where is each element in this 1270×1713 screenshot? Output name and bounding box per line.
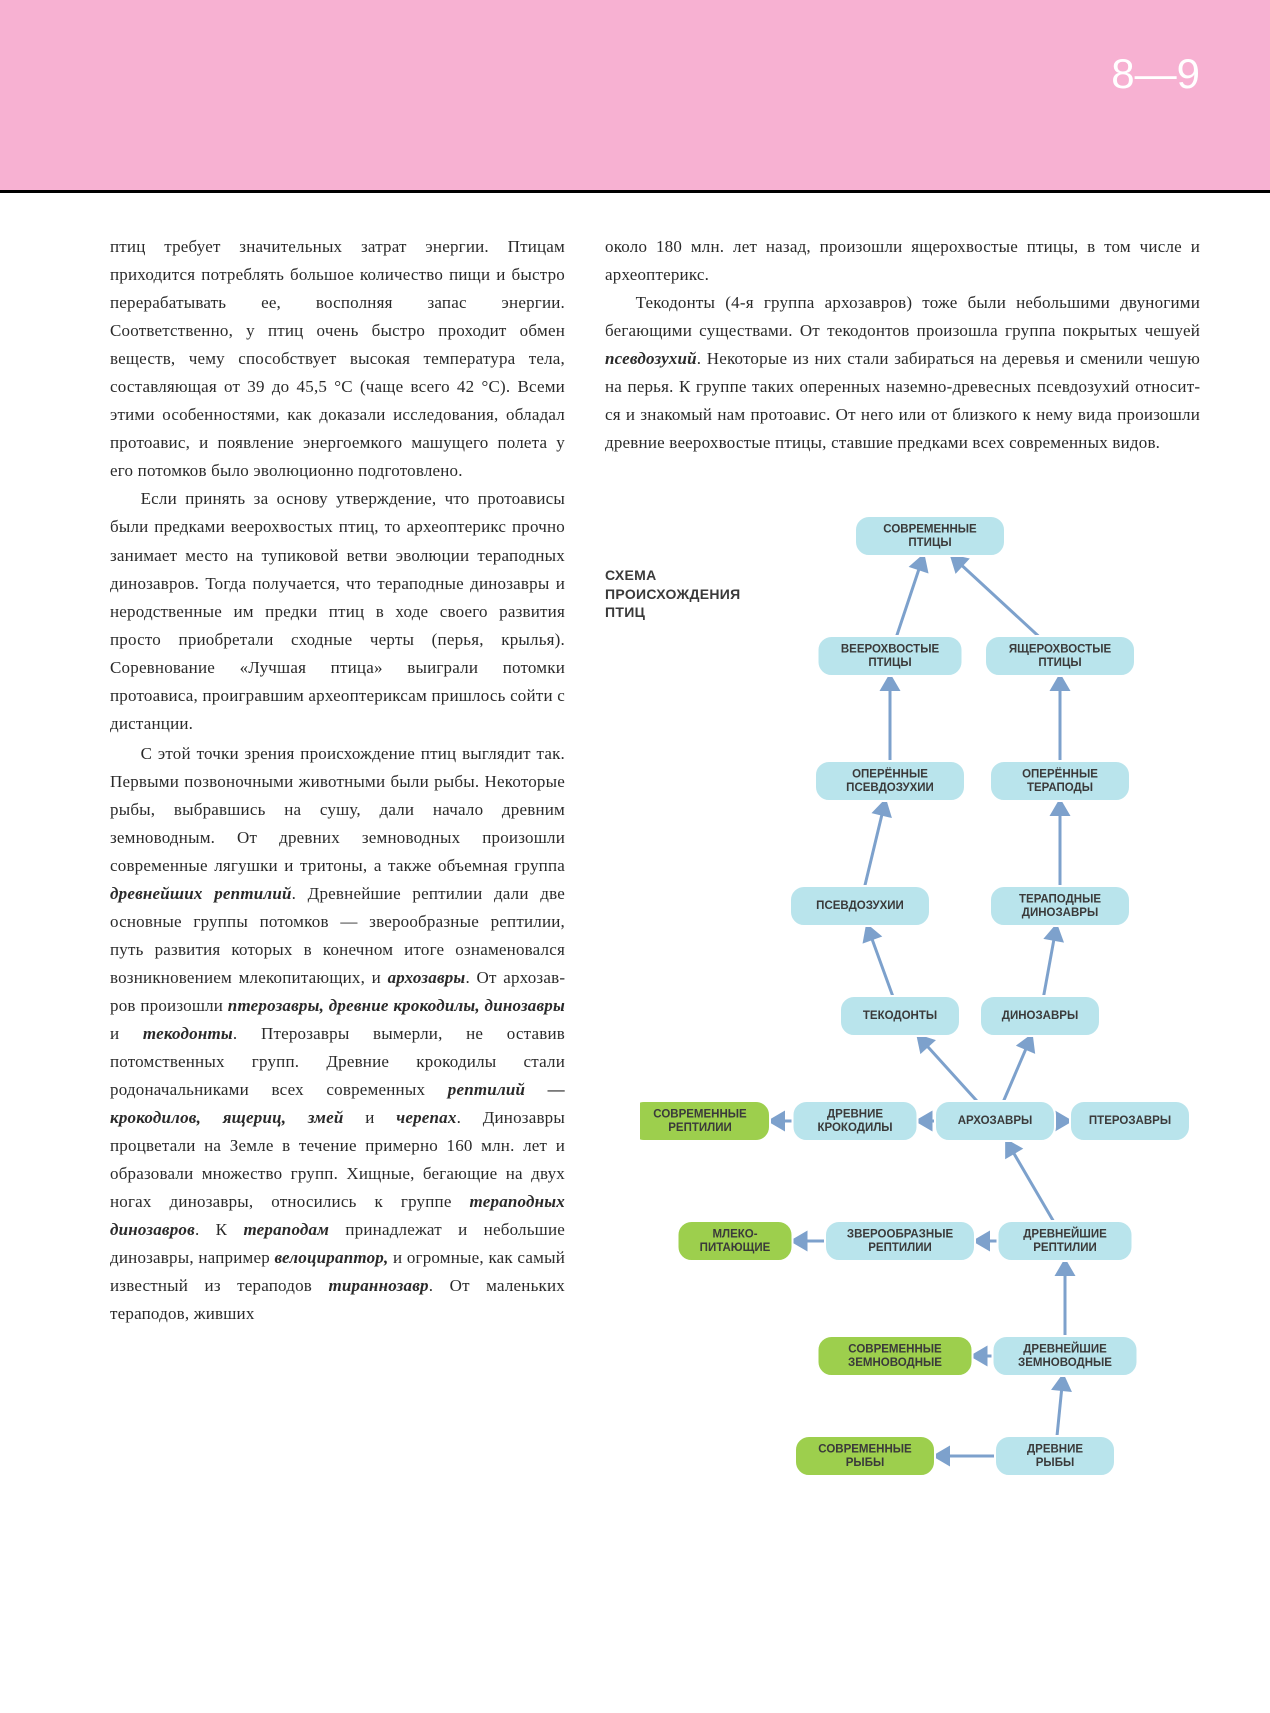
left-p1: птиц требует значительных затрат энергии… [110,233,565,485]
content-area: птиц требует значительных затрат энергии… [0,193,1270,1521]
svg-text:ЯЩЕРОХВОСТЫЕ: ЯЩЕРОХВОСТЫЕ [1009,644,1112,656]
svg-text:РЕПТИЛИИ: РЕПТИЛИИ [1033,1242,1097,1254]
svg-text:ТЕРАПОДНЫЕ: ТЕРАПОДНЫЕ [1019,894,1101,906]
svg-text:ПТЕРОЗАВРЫ: ПТЕРОЗАВРЫ [1089,1115,1171,1127]
diagram-node-mammals: МЛЕКО-ПИТАЮЩИЕ [678,1221,793,1261]
diagram-title: СХЕМА ПРОИСХОЖДЕНИЯ ПТИЦ [605,566,755,621]
diagram-node-old_crocs: ДРЕВНИЕКРОКОДИЛЫ [793,1101,918,1141]
left-p2: Если принять за основу утверждение, что … [110,485,565,737]
diagram-node-dinosaurs: ДИНОЗАВРЫ [980,996,1100,1036]
diagram-edge [952,556,1039,636]
diagram-node-fan_birds: ВЕЕРОХВОСТЫЕПТИЦЫ [818,636,963,676]
phylogeny-diagram: СОВРЕМЕННЫЕПТИЦЫВЕЕРОХВОСТЫЕПТИЦЫЯЩЕРОХВ… [640,481,1200,1491]
diagram-edge [918,1036,977,1101]
svg-text:СОВРЕМЕННЫЕ: СОВРЕМЕННЫЕ [818,1444,912,1456]
svg-text:ПИТАЮЩИЕ: ПИТАЮЩИЕ [700,1242,771,1254]
diagram-node-pseudosuchia: ПСЕВДОЗУХИИ [790,886,930,926]
svg-text:ПТИЦЫ: ПТИЦЫ [1038,657,1081,669]
svg-text:ДИНОЗАВРЫ: ДИНОЗАВРЫ [1022,907,1098,919]
svg-text:ОПЕРЁННЫЕ: ОПЕРЁННЫЕ [852,768,928,781]
svg-text:ТЕКОДОНТЫ: ТЕКОДОНТЫ [863,1010,937,1022]
diagram: СХЕМА ПРОИСХОЖДЕНИЯ ПТИЦ СОВРЕМЕННЫЕПТИЦ… [605,481,1200,1491]
diagram-node-lizard_birds: ЯЩЕРОХВОСТЫЕПТИЦЫ [985,636,1135,676]
page-header: 8—9 [0,0,1270,190]
svg-text:ДРЕВНЕЙШИЕ: ДРЕВНЕЙШИЕ [1023,1343,1107,1356]
diagram-edge [1004,1036,1032,1101]
diagram-node-tecodonts: ТЕКОДОНТЫ [840,996,960,1036]
diagram-node-modern_birds: СОВРЕМЕННЫЕПТИЦЫ [855,516,1005,556]
diagram-node-modern_fish: СОВРЕМЕННЫЕРЫБЫ [795,1436,935,1476]
svg-text:ПСЕВДОЗУХИИ: ПСЕВДОЗУХИИ [846,782,934,794]
svg-text:ДРЕВНЕЙШИЕ: ДРЕВНЕЙШИЕ [1023,1228,1107,1241]
svg-text:ЗЕМНОВОДНЫЕ: ЗЕМНОВОДНЫЕ [1018,1357,1112,1369]
diagram-node-beast_reptiles: ЗВЕРООБРАЗНЫЕРЕПТИЛИИ [825,1221,975,1261]
svg-text:СОВРЕМЕННЫЕ: СОВРЕМЕННЫЕ [653,1109,747,1121]
svg-text:РЕПТИЛИИ: РЕПТИЛИИ [668,1122,732,1134]
diagram-edge [1007,1141,1054,1221]
svg-text:СОВРЕМЕННЫЕ: СОВРЕМЕННЫЕ [848,1344,942,1356]
diagram-node-feath_pseudo: ОПЕРЁННЫЕПСЕВДОЗУХИИ [815,761,965,801]
diagram-edge [865,801,885,886]
svg-text:СОВРЕМЕННЫЕ: СОВРЕМЕННЫЕ [883,524,977,536]
right-p2: Текодонты (4-я группа архозавров) тоже б… [605,289,1200,457]
svg-text:ВЕЕРОХВОСТЫЕ: ВЕЕРОХВОСТЫЕ [841,644,940,656]
svg-text:МЛЕКО-: МЛЕКО- [712,1229,757,1241]
left-p3: С этой точки зрения происхождение птиц в… [110,740,565,1329]
svg-text:ЗВЕРООБРАЗНЫЕ: ЗВЕРООБРАЗНЫЕ [847,1229,954,1241]
diagram-node-pterosaurs: ПТЕРОЗАВРЫ [1070,1101,1190,1141]
svg-text:ДРЕВНИЕ: ДРЕВНИЕ [827,1109,883,1121]
svg-text:РЫБЫ: РЫБЫ [846,1457,884,1469]
svg-text:ДРЕВНИЕ: ДРЕВНИЕ [1027,1444,1083,1456]
svg-text:РЕПТИЛИИ: РЕПТИЛИИ [868,1242,932,1254]
svg-text:ЗЕМНОВОДНЫЕ: ЗЕМНОВОДНЫЕ [848,1357,942,1369]
diagram-node-therapod_dino: ТЕРАПОДНЫЕДИНОЗАВРЫ [990,886,1130,926]
svg-text:АРХОЗАВРЫ: АРХОЗАВРЫ [958,1115,1033,1127]
diagram-edge [867,926,892,996]
right-p1: около 180 млн. лет назад, произошли ящер… [605,233,1200,289]
svg-text:ПСЕВДОЗУХИИ: ПСЕВДОЗУХИИ [816,900,904,912]
svg-text:ДИНОЗАВРЫ: ДИНОЗАВРЫ [1002,1010,1078,1022]
diagram-node-old_fish: ДРЕВНИЕРЫБЫ [995,1436,1115,1476]
diagram-node-oldest_amphib: ДРЕВНЕЙШИЕЗЕМНОВОДНЫЕ [993,1336,1138,1376]
svg-text:ПТИЦЫ: ПТИЦЫ [868,657,911,669]
diagram-edge [1044,926,1057,996]
svg-text:ПТИЦЫ: ПТИЦЫ [908,537,951,549]
svg-text:ТЕРАПОДЫ: ТЕРАПОДЫ [1027,782,1093,794]
page-number: 8—9 [1111,50,1200,98]
diagram-node-oldest_reptiles: ДРЕВНЕЙШИЕРЕПТИЛИИ [998,1221,1133,1261]
right-column: около 180 млн. лет назад, произошли ящер… [605,233,1200,1491]
diagram-node-feath_therapods: ОПЕРЁННЫЕТЕРАПОДЫ [990,761,1130,801]
diagram-node-archosaurs: АРХОЗАВРЫ [935,1101,1055,1141]
diagram-edge [1057,1376,1063,1436]
svg-text:КРОКОДИЛЫ: КРОКОДИЛЫ [817,1122,892,1134]
diagram-edge [897,556,924,636]
svg-text:РЫБЫ: РЫБЫ [1036,1457,1074,1469]
left-column: птиц требует значительных затрат энергии… [110,233,565,1491]
diagram-node-modern_amphib: СОВРЕМЕННЫЕЗЕМНОВОДНЫЕ [818,1336,973,1376]
diagram-node-modern_reptiles: СОВРЕМЕННЫЕРЕПТИЛИИ [640,1101,770,1141]
svg-text:ОПЕРЁННЫЕ: ОПЕРЁННЫЕ [1022,768,1098,781]
